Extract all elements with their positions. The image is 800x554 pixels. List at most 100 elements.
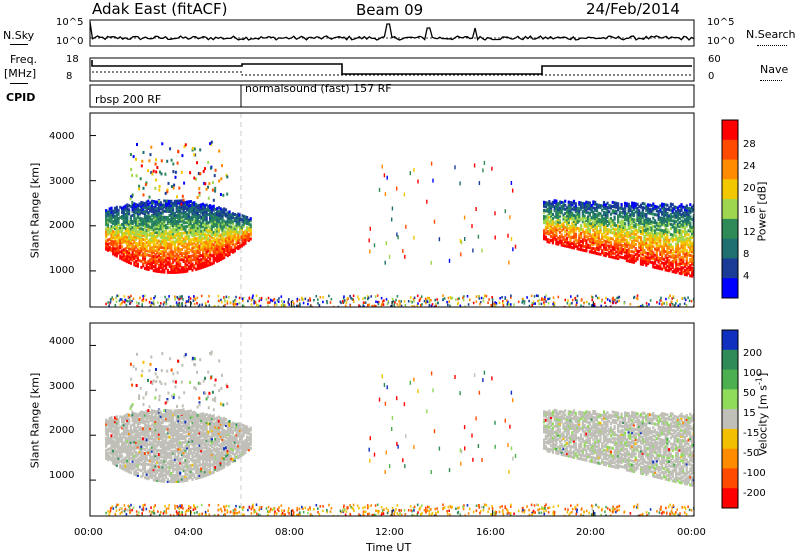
power-cell [622,250,625,254]
power-cell [166,207,169,211]
power-cell [680,272,683,276]
power-cell [182,260,185,263]
power-cell [187,218,191,222]
power-cell [110,210,113,214]
power-cell [288,298,290,301]
power-cell [156,227,159,231]
power-cell [199,148,202,152]
power-cell [280,295,283,298]
power-cell [168,230,171,234]
power-cell [150,238,154,242]
power-cell [177,264,180,268]
power-cell [175,266,178,270]
power-cell [235,232,238,236]
power-cell [149,225,152,229]
power-cell [196,296,199,300]
power-cell [606,201,609,205]
power-cell [208,304,211,307]
power-cell [221,164,223,168]
power-cell [221,249,224,252]
power-cell [193,266,196,270]
power-cell [131,193,134,197]
velocity-cell [142,411,145,414]
power-cell [191,232,194,236]
power-cell [680,270,683,274]
velocity-cell [110,450,113,454]
power-cell [173,222,176,226]
power-cell [627,241,630,245]
power-cell [332,305,335,307]
power-cell [149,244,152,247]
power-cell [194,223,198,227]
power-cell [144,183,147,187]
power-cell [587,215,590,219]
power-cell [478,297,481,300]
power-cell [551,221,554,225]
velocity-cell [131,415,134,419]
power-cell [159,249,162,253]
power-cell [216,249,219,253]
power-cell [167,298,170,301]
power-cell [639,225,643,229]
power-cell [172,162,175,166]
power-cell [202,223,205,226]
power-cell [595,215,599,219]
power-cell [682,262,685,266]
power-cell [203,254,206,258]
power-cell [567,222,570,226]
power-cell [632,244,635,248]
power-cell [124,249,127,253]
power-cell [140,239,143,243]
power-cell [198,232,201,236]
velocity-cell [138,462,141,466]
power-cell [166,199,169,203]
power-cell [273,303,276,307]
power-cell [172,203,175,207]
power-cell [620,203,623,206]
power-cell [546,217,549,221]
power-cell [608,222,611,226]
power-cell [214,250,217,254]
power-cell [196,220,199,224]
power-cell [629,303,632,306]
power-cell [606,248,609,252]
power-cell [581,238,584,242]
power-cell [150,264,154,268]
power-cell [599,222,602,226]
power-cell [592,222,595,226]
power-cell [283,300,285,304]
power-cell [567,206,570,210]
power-cell [105,215,108,219]
power-cell [210,207,213,211]
power-cell [198,203,201,207]
velocity-cell [124,424,127,428]
power-cell [239,243,242,247]
power-cell [203,218,206,222]
velocity-cell [131,419,134,423]
power-cell [581,203,584,207]
power-cell [618,212,621,216]
power-cell [650,210,653,214]
power-cell [150,236,154,240]
power-cell [392,300,395,303]
power-cell [166,220,169,224]
power-cell [565,224,569,228]
power-cell [135,209,138,213]
velocity-cell [143,468,147,472]
power-cell [595,213,599,217]
power-cell [592,241,595,244]
velocity-cell [124,456,127,460]
power-cell [652,239,655,242]
power-cell [625,230,628,234]
power-cell [191,207,194,211]
power-cell [177,215,180,219]
power-cell [657,213,660,217]
power-cell [391,206,394,211]
velocity-cell [133,424,136,428]
power-cell [159,241,162,245]
power-cell [543,215,546,218]
power-cell [555,226,558,229]
power-cell [219,249,222,253]
power-cell [216,243,219,247]
power-cell [129,205,132,208]
